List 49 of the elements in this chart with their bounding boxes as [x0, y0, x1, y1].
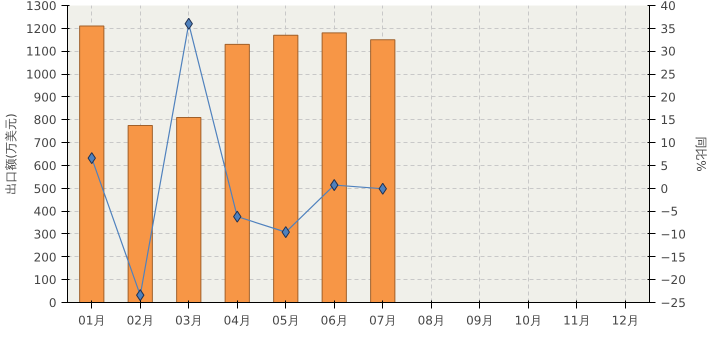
x-tick-label: 04月 — [224, 314, 251, 328]
y-tick-label: 800 — [34, 113, 56, 128]
y2-tick-label: 25 — [660, 68, 676, 82]
y-tick-label: 0 — [48, 296, 57, 310]
y2-tick-label: −15 — [660, 250, 686, 264]
x-tick-label: 07月 — [369, 314, 396, 328]
x-tick-label: 05月 — [272, 314, 300, 328]
y-tick-label: 400 — [34, 204, 56, 219]
y2-tick-label: 15 — [660, 113, 676, 128]
y2-tick-label: 10 — [660, 136, 676, 150]
bar — [370, 39, 396, 302]
bar — [176, 116, 202, 302]
y-tick-label: 600 — [34, 158, 56, 173]
y2-tick-label: 0 — [660, 182, 668, 196]
y-tick-label: 300 — [34, 227, 56, 242]
bar — [322, 32, 347, 302]
y2-tick-label: 5 — [660, 158, 668, 173]
y-tick-label: 200 — [34, 250, 56, 264]
bar — [273, 34, 298, 302]
y2-tick-label: −10 — [660, 227, 686, 242]
bar — [224, 44, 250, 302]
x-tick-label: 12月 — [612, 314, 639, 328]
y2-axis-title: 同比% — [694, 136, 708, 172]
x-tick-label: 10月 — [514, 314, 542, 328]
y-tick-label: 100 — [34, 273, 56, 288]
y-tick-label: 700 — [34, 136, 56, 150]
y-tick-label: 1000 — [26, 68, 57, 82]
x-tick-label: 02月 — [126, 314, 154, 328]
x-tick-label: 03月 — [175, 314, 202, 328]
y-tick-label: 1100 — [26, 44, 57, 59]
bar — [79, 26, 104, 302]
x-tick-label: 09月 — [466, 314, 494, 328]
y-axis-title: 出口额(万美元) — [4, 113, 18, 195]
x-tick-label: 06月 — [320, 314, 348, 328]
x-tick-label: 01月 — [78, 314, 106, 328]
x-tick-label: 11月 — [563, 314, 590, 328]
y-tick-label: 1300 — [26, 0, 57, 13]
y2-tick-label: 30 — [660, 44, 676, 59]
y2-tick-label: 35 — [660, 22, 676, 36]
y2-tick-label: −5 — [660, 204, 678, 219]
x-tick-label: 08月 — [418, 314, 445, 328]
y2-tick-label: −20 — [660, 273, 686, 288]
y-tick-label: 1200 — [26, 22, 57, 36]
y2-tick-label: 20 — [660, 90, 676, 104]
y2-tick-label: 40 — [660, 0, 676, 13]
y-tick-label: 500 — [34, 182, 56, 196]
bar — [128, 124, 153, 302]
y-tick-label: 900 — [34, 90, 56, 104]
y2-tick-label: −25 — [660, 296, 686, 310]
